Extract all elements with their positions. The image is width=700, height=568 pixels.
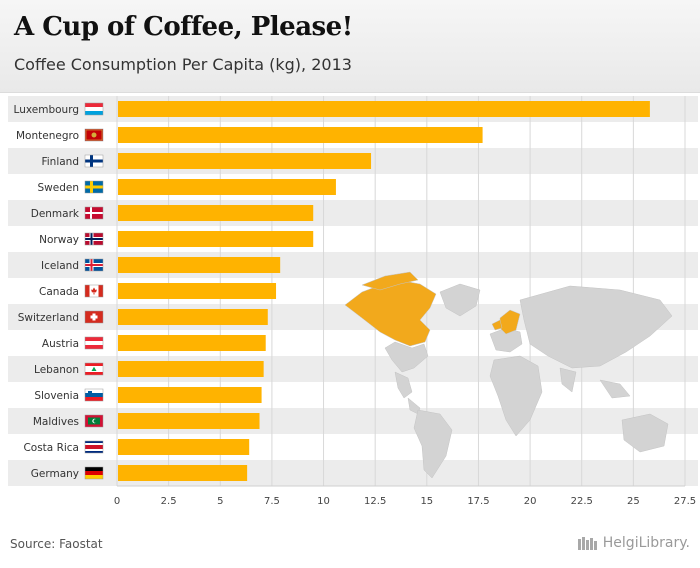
category-label: Sweden — [38, 182, 80, 194]
greenland-shape — [439, 283, 481, 317]
chart-header: A Cup of Coffee, Please! Coffee Consumpt… — [0, 0, 700, 93]
x-tick-label: 2.5 — [161, 496, 177, 507]
category-label: Canada — [39, 286, 79, 298]
bar-luxembourg — [118, 101, 650, 117]
asia-shape — [519, 285, 673, 369]
chart-title: A Cup of Coffee, Please! — [14, 12, 353, 42]
bar-montenegro — [118, 127, 483, 143]
category-label: Slovenia — [34, 390, 79, 402]
category-label: Montenegro — [16, 130, 79, 142]
finland-flag — [84, 154, 104, 168]
x-tick-label: 17.5 — [467, 496, 489, 507]
row-stripe — [8, 460, 698, 486]
canada-flag — [84, 284, 104, 298]
sweden-flag — [84, 180, 104, 194]
category-label: Germany — [31, 468, 79, 480]
bar-lebanon — [118, 361, 264, 377]
x-tick-label: 7.5 — [264, 496, 280, 507]
bar-switzerland — [118, 309, 268, 325]
bar-denmark — [118, 205, 314, 221]
row-stripe — [8, 408, 698, 434]
southeast-asia-shape — [599, 379, 631, 399]
category-label: Denmark — [31, 208, 80, 220]
source-note: Source: Faostat — [10, 537, 103, 551]
bar-germany — [118, 465, 248, 481]
x-tick-label: 22.5 — [571, 496, 593, 507]
chart-subtitle: Coffee Consumption Per Capita (kg), 2013 — [14, 55, 352, 74]
canada-shape — [344, 279, 437, 347]
category-label: Switzerland — [18, 312, 79, 324]
row-stripe — [8, 252, 698, 278]
bar-iceland — [118, 257, 281, 273]
category-label: Austria — [42, 338, 79, 350]
norway-flag — [84, 232, 104, 246]
australia-shape — [621, 413, 669, 453]
x-tick-label: 12.5 — [364, 496, 386, 507]
x-tick-label: 10 — [317, 496, 330, 507]
slovenia-flag — [84, 388, 104, 402]
x-tick-label: 0 — [114, 496, 120, 507]
x-tick-label: 20 — [524, 496, 537, 507]
category-label: Iceland — [41, 260, 79, 272]
india-shape — [559, 367, 577, 393]
helgilibrary-logo: HelgiLibrary. — [577, 535, 690, 551]
bar-maldives — [118, 413, 260, 429]
usa-shape — [384, 341, 429, 373]
bar-slovenia — [118, 387, 262, 403]
category-label: Maldives — [33, 416, 79, 428]
lebanon-flag — [84, 362, 104, 376]
austria-flag — [84, 336, 104, 350]
x-tick-label: 5 — [217, 496, 223, 507]
iceland-flag — [84, 258, 104, 272]
maldives-flag — [84, 414, 104, 428]
canada-islands-shape — [361, 271, 419, 291]
mexico-shape — [394, 371, 413, 399]
logo-text: HelgiLibrary. — [602, 535, 690, 551]
luxembourg-flag — [84, 102, 104, 116]
bar-canada — [118, 283, 277, 299]
south-america-shape — [413, 409, 453, 479]
category-label: Finland — [41, 156, 79, 168]
x-tick-label: 25 — [627, 496, 640, 507]
bar-norway — [118, 231, 314, 247]
bar-finland — [118, 153, 372, 169]
row-stripe — [8, 200, 698, 226]
category-label: Lebanon — [34, 364, 79, 376]
iceland-shape — [491, 319, 503, 331]
category-label: Luxembourg — [14, 104, 79, 116]
category-label: Norway — [39, 234, 79, 246]
montenegro-flag — [84, 128, 104, 142]
bar-costa-rica — [118, 439, 250, 455]
bar-austria — [118, 335, 266, 351]
x-tick-label: 27.5 — [674, 496, 696, 507]
denmark-flag — [84, 206, 104, 220]
category-label: Costa Rica — [23, 442, 79, 454]
africa-shape — [489, 355, 543, 437]
bar-sweden — [118, 179, 336, 195]
world-map — [344, 271, 673, 479]
costa-rica-flag — [84, 440, 104, 454]
switzerland-flag — [84, 310, 104, 324]
germany-flag — [84, 466, 104, 480]
x-tick-label: 15 — [420, 496, 433, 507]
library-icon — [577, 537, 597, 550]
